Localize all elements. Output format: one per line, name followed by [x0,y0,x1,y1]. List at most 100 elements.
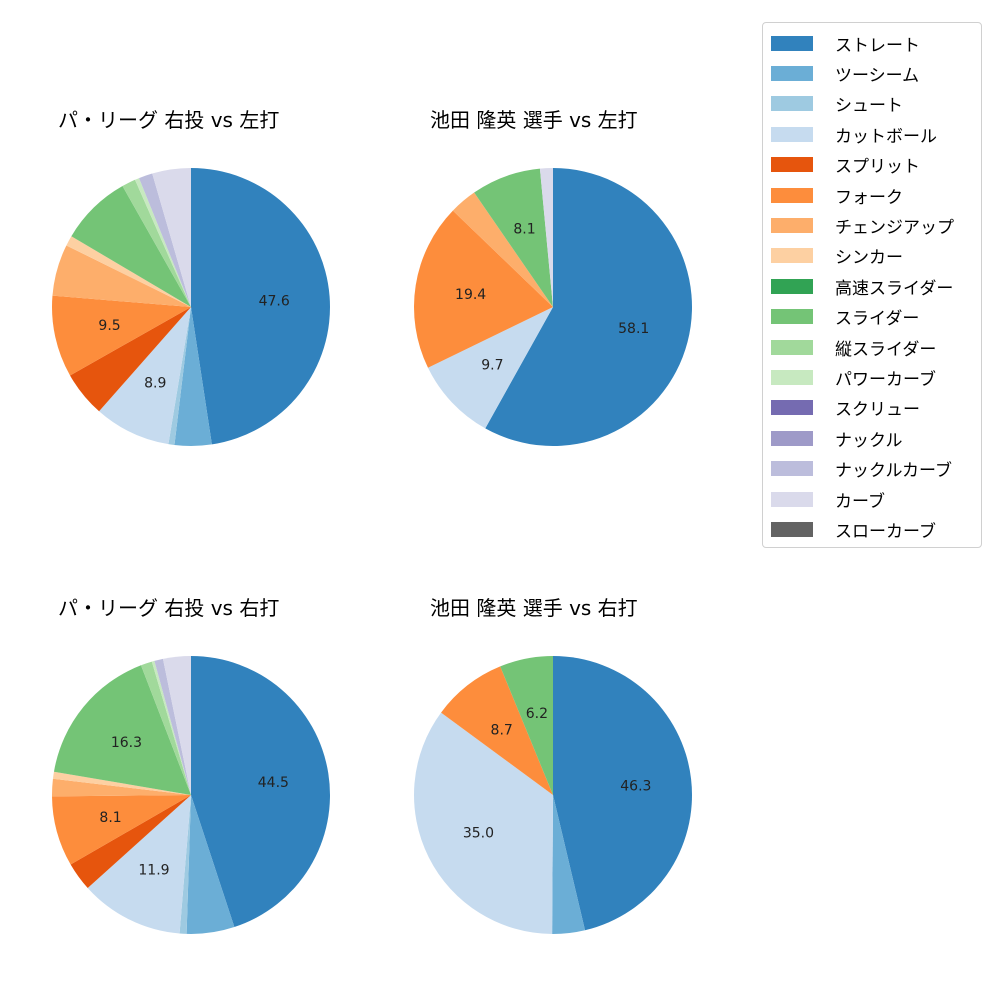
legend-item: 縦スライダー [771,336,937,360]
pie-slice [52,245,191,307]
pie-slice [427,307,553,429]
legend-label: シンカー [835,248,903,269]
slice-value-label: 8.9 [144,375,166,391]
legend-label: カットボール [835,126,937,147]
pie-slice [414,210,553,368]
pie-slice [441,666,553,795]
pie-slice [52,795,191,865]
slice-value-label: 8.1 [513,222,535,238]
pie-slice [139,173,191,307]
slice-value-label: 35.0 [463,825,494,841]
pie-slice [154,658,191,795]
legend-label: パワーカーブ [835,369,936,390]
pie-slice [70,795,191,889]
legend-swatch [771,430,813,446]
pie-slice [53,665,192,795]
legend-item: スローカーブ [771,518,936,542]
pie-slice [52,778,191,797]
pie-slice [179,795,191,934]
slice-value-label: 9.5 [98,318,120,334]
legend-label: スプリット [835,157,920,178]
pie-slice [152,168,191,307]
legend-label: フォーク [835,187,903,208]
pie-slice [474,168,553,307]
slice-value-label: 6.2 [526,706,548,722]
legend-label: ツーシーム [835,65,920,86]
pie-slice [51,295,191,376]
legend-label: ナックルカーブ [835,461,952,482]
legend-swatch [771,278,813,294]
pie-slice [70,307,191,412]
legend-item: ナックル [771,427,903,451]
legend-swatch [771,339,813,355]
pie-slice [500,656,553,795]
pie-slice [66,236,191,307]
legend-swatch [771,461,813,477]
pie-slice [174,307,212,446]
pie-slice [485,168,692,447]
legend-label: ナックル [835,430,903,451]
pie-slice [452,192,553,307]
pie-slice [140,661,191,795]
pie-slice [52,771,191,795]
pie-slice [151,660,191,795]
pie-slice [191,656,330,928]
legend-label: カーブ [835,491,885,512]
legend-label: シュート [835,96,903,117]
legend-item: ストレート [771,32,920,56]
legend-item: フォーク [771,184,903,208]
slice-value-label: 19.4 [455,287,486,303]
legend-label: スクリュー [835,400,920,421]
chart-title-3: パ・リーグ 右投 vs 右打 [58,596,280,620]
legend-item: チェンジアップ [771,214,954,238]
legend-swatch [771,309,813,325]
pie-slice [99,307,191,445]
pie-slice [552,795,586,934]
slice-value-label: 9.7 [481,357,503,373]
legend-swatch [771,96,813,112]
legend-swatch [771,187,813,203]
slice-value-label: 8.1 [99,810,121,826]
chart-title-2: 池田 隆英 選手 vs 左打 [430,108,638,132]
pie-slice [186,795,235,934]
legend-item: ナックルカーブ [771,458,952,482]
legend-item: カーブ [771,488,885,512]
chart-title-4: 池田 隆英 選手 vs 右打 [430,596,638,620]
pie-slice [71,186,191,307]
slice-value-label: 46.3 [620,778,651,794]
legend-swatch [771,369,813,385]
legend-label: ストレート [835,35,920,56]
pie-slice [414,712,553,934]
legend-item: カットボール [771,123,937,147]
slice-value-label: 11.9 [138,863,169,879]
legend-label: スライダー [835,309,920,330]
slice-value-label: 58.1 [618,321,649,337]
slice-value-label: 47.6 [259,294,290,310]
legend-swatch [771,65,813,81]
pie-slice [191,168,331,445]
legend-item: シンカー [771,245,903,269]
legend-swatch [771,491,813,507]
legend-label: スローカーブ [835,521,936,542]
legend-label: 縦スライダー [835,339,937,360]
legend-item: スクリュー [771,397,920,421]
pie-slice [553,656,692,931]
legend-swatch [771,217,813,233]
pie-slice [134,178,191,307]
legend-item: 高速スライダー [771,275,954,299]
legend-label: チェンジアップ [835,217,954,238]
legend-swatch [771,400,813,416]
legend-label: 高速スライダー [835,278,954,299]
legend-swatch [771,521,813,537]
legend-item: スライダー [771,306,920,330]
legend-swatch [771,248,813,264]
chart-title-1: パ・リーグ 右投 vs 左打 [58,108,280,132]
slice-value-label: 44.5 [258,775,289,791]
slice-value-label: 8.7 [491,722,513,738]
legend-swatch [771,35,813,51]
pie-slice [162,656,191,795]
pie-slice [168,307,191,446]
